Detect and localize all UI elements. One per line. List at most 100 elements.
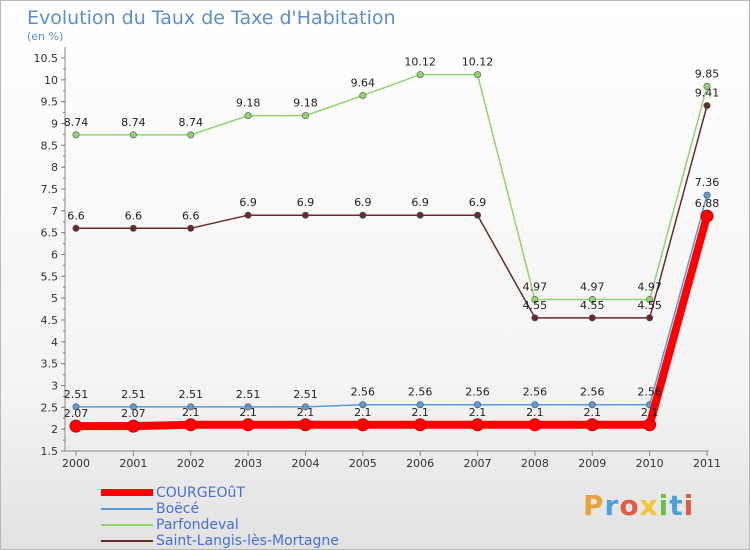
x-tick-label: 2009	[578, 457, 606, 470]
logo-letter: r	[604, 489, 620, 522]
data-point	[413, 418, 427, 432]
data-point	[643, 418, 657, 432]
data-label: 9.18	[293, 97, 318, 110]
data-point	[471, 418, 485, 432]
data-label: 2.1	[411, 406, 429, 419]
y-tick-label: 7	[51, 205, 58, 218]
data-label: 6.6	[182, 209, 200, 222]
data-label: 2.1	[584, 406, 602, 419]
data-label: 2.1	[354, 406, 372, 419]
data-label: 2.1	[239, 406, 257, 419]
data-label: 2.07	[64, 407, 89, 420]
logo-letter: x	[639, 489, 659, 522]
data-label: 4.97	[523, 280, 548, 293]
data-label: 2.56	[637, 386, 662, 399]
series-line	[75, 194, 708, 408]
data-point	[528, 418, 542, 432]
data-point	[359, 211, 367, 219]
data-label: 10.12	[462, 56, 494, 69]
data-label: 2.56	[351, 386, 376, 399]
data-label: 6.6	[67, 209, 85, 222]
legend-label-boece: Boëcé	[156, 501, 200, 517]
proxiti-logo: Proxiti	[583, 489, 694, 522]
y-tick-label: 10.5	[34, 52, 59, 65]
chart-subtitle: (en %)	[27, 30, 64, 43]
legend-swatch-courgeout	[101, 489, 153, 496]
data-label: 6.9	[411, 196, 429, 209]
data-label: 2.51	[64, 388, 89, 401]
data-point	[474, 401, 482, 409]
data-label: 2.07	[121, 407, 146, 420]
data-label: 7.36	[695, 176, 720, 189]
data-label: 6.88	[695, 197, 720, 210]
data-point	[359, 401, 367, 409]
data-label: 4.55	[580, 299, 605, 312]
y-tick-label: 5	[51, 292, 58, 305]
data-label: 2.51	[178, 388, 203, 401]
x-tick-label: 2008	[521, 457, 549, 470]
data-point	[184, 418, 198, 432]
data-label: 8.74	[121, 116, 146, 129]
data-point	[359, 92, 367, 100]
data-point	[244, 403, 252, 411]
data-label: 2.56	[408, 386, 433, 399]
data-point	[69, 419, 83, 433]
x-tick-label: 2002	[177, 457, 205, 470]
data-point	[700, 209, 714, 223]
series-line	[75, 104, 708, 319]
data-point	[129, 131, 137, 139]
data-point	[301, 403, 309, 411]
data-point	[301, 112, 309, 120]
data-label: 2.56	[580, 386, 605, 399]
x-tick-label: 2004	[291, 457, 319, 470]
legend-label-parfondeval: Parfondeval	[156, 517, 239, 533]
x-tick-label: 2007	[464, 457, 492, 470]
x-tick-label: 2010	[636, 457, 664, 470]
data-label: 2.51	[236, 388, 261, 401]
data-point	[129, 224, 137, 232]
logo-letter: o	[619, 489, 640, 522]
data-point	[585, 418, 599, 432]
chart-title: Evolution du Taux de Taxe d'Habitation	[27, 7, 396, 29]
series-line	[72, 212, 711, 431]
data-point	[588, 401, 596, 409]
data-point	[646, 295, 654, 303]
data-label: 10.12	[404, 56, 436, 69]
data-label: 2.1	[641, 406, 659, 419]
logo-letter: i	[658, 489, 670, 522]
logo-letter: t	[669, 489, 684, 522]
y-tick-label: 4	[51, 336, 58, 349]
data-point	[531, 295, 539, 303]
legend-swatch-parfondeval	[101, 524, 153, 526]
x-tick-label: 2005	[349, 457, 377, 470]
data-point	[187, 403, 195, 411]
y-tick-label: 5.5	[41, 270, 59, 283]
data-point	[703, 102, 711, 110]
data-point	[531, 314, 539, 322]
data-label: 2.1	[182, 406, 200, 419]
data-point	[72, 224, 80, 232]
data-point	[474, 71, 482, 79]
data-point	[298, 418, 312, 432]
data-label: 2.56	[523, 386, 548, 399]
x-tick-label: 2003	[234, 457, 262, 470]
y-tick-label: 4.5	[41, 314, 59, 327]
logo-letter: P	[583, 489, 605, 522]
y-tick-label: 2.5	[41, 401, 59, 414]
data-point	[703, 82, 711, 90]
data-label: 4.97	[580, 280, 605, 293]
data-label: 2.51	[121, 388, 146, 401]
data-label: 6.9	[239, 196, 257, 209]
data-label: 6.9	[354, 196, 372, 209]
y-tick-label: 7.5	[41, 183, 59, 196]
series-line	[75, 73, 708, 301]
data-point	[356, 418, 370, 432]
x-tick-label: 2000	[62, 457, 90, 470]
data-label: 2.1	[297, 406, 315, 419]
data-point	[474, 211, 482, 219]
data-point	[531, 401, 539, 409]
data-label: 6.9	[297, 196, 315, 209]
data-point	[126, 419, 140, 433]
data-point	[646, 314, 654, 322]
data-point	[416, 401, 424, 409]
